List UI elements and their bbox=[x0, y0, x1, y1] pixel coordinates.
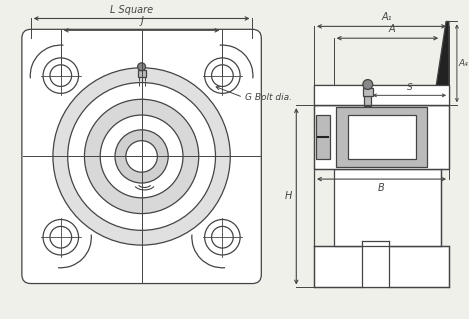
Text: A₄: A₄ bbox=[459, 59, 469, 68]
Bar bbox=[138, 70, 145, 77]
Text: G Bolt dia.: G Bolt dia. bbox=[245, 93, 292, 102]
Polygon shape bbox=[362, 241, 389, 287]
Text: J: J bbox=[140, 16, 143, 26]
Circle shape bbox=[50, 65, 72, 86]
Bar bbox=[334, 169, 441, 246]
Circle shape bbox=[100, 115, 183, 198]
Text: B: B bbox=[378, 183, 385, 193]
Circle shape bbox=[115, 130, 168, 183]
Text: S: S bbox=[407, 83, 412, 93]
Bar bbox=[314, 246, 449, 287]
Bar bbox=[314, 105, 449, 169]
Circle shape bbox=[50, 226, 72, 248]
Circle shape bbox=[68, 83, 215, 230]
Circle shape bbox=[84, 99, 199, 214]
Bar bbox=[348, 115, 416, 160]
Bar bbox=[314, 105, 449, 169]
Text: A₁: A₁ bbox=[381, 12, 392, 22]
Bar bbox=[316, 115, 330, 160]
Circle shape bbox=[204, 58, 240, 93]
Bar bbox=[336, 107, 427, 167]
Bar bbox=[363, 88, 373, 96]
Polygon shape bbox=[436, 21, 449, 105]
Circle shape bbox=[138, 63, 145, 71]
Text: L Square: L Square bbox=[110, 4, 153, 15]
Circle shape bbox=[53, 68, 230, 245]
Bar bbox=[364, 96, 371, 106]
Circle shape bbox=[43, 58, 78, 93]
Circle shape bbox=[212, 226, 233, 248]
FancyBboxPatch shape bbox=[22, 29, 261, 284]
Circle shape bbox=[43, 219, 78, 255]
Circle shape bbox=[126, 141, 158, 172]
Text: H: H bbox=[285, 191, 292, 201]
Circle shape bbox=[363, 79, 373, 89]
Circle shape bbox=[204, 219, 240, 255]
Bar bbox=[314, 85, 449, 105]
Circle shape bbox=[212, 65, 233, 86]
Text: A: A bbox=[388, 24, 395, 34]
Bar bbox=[314, 85, 449, 105]
